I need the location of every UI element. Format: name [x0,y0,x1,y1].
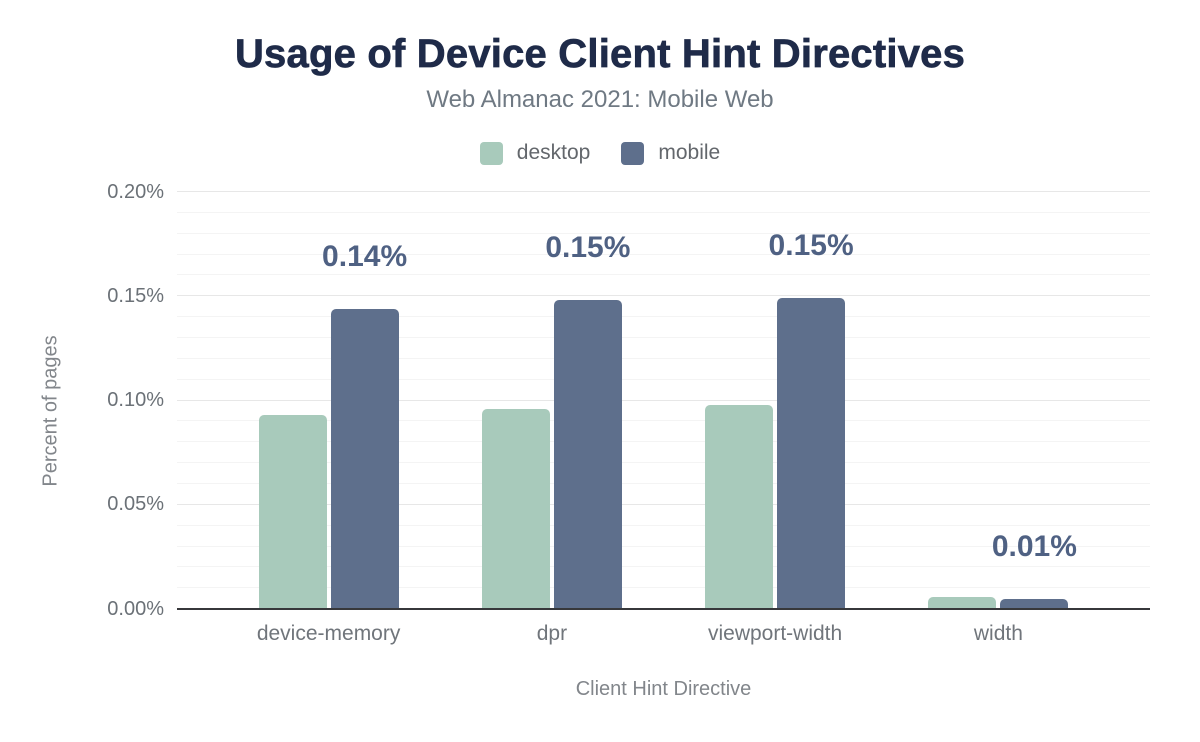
bar-desktop-device-memory [258,415,327,609]
y-axis-title: Percent of pages [39,335,62,487]
bar-mobile-viewport-width [777,298,846,609]
x-tick-label: dpr [536,622,568,645]
value-label: 0.15% [545,231,631,265]
minor-gridline [177,441,1150,443]
minor-gridline [177,316,1150,318]
y-tick-label: 0.05% [107,493,164,516]
major-gridline [177,503,1150,505]
bar-desktop-width [928,596,997,609]
bar-mobile-width [1000,598,1069,609]
minor-gridline [177,524,1150,526]
legend-item-mobile: mobile [621,141,720,165]
bar-mobile-device-memory [330,308,399,609]
minor-gridline [177,253,1150,255]
minor-gridline [177,587,1150,589]
minor-gridline [177,336,1150,338]
value-label: 0.01% [991,529,1077,563]
legend-swatch-mobile [621,141,645,165]
y-tick-label: 0.15% [107,284,164,307]
legend-item-desktop: desktop [479,141,591,165]
major-gridline [177,191,1150,192]
x-tick-label: viewport-width [707,622,843,645]
legend-label-mobile: mobile [658,141,721,164]
minor-gridline [177,482,1150,484]
minor-gridline [177,420,1150,422]
y-tick-label: 0.10% [107,389,164,411]
chart-subtitle: Web Almanac 2021: Mobile Web [426,86,774,113]
bar-mobile-dpr [553,300,622,609]
x-tick-label: device-memory [256,622,401,645]
minor-gridline [177,378,1150,380]
legend: desktop mobile [0,140,1200,166]
x-axis-title: Client Hint Directive [575,678,752,700]
legend-swatch-desktop [479,141,503,165]
minor-gridline [177,545,1150,547]
major-gridline [177,295,1150,297]
value-label: 0.15% [768,229,854,263]
chart-title: Usage of Device Client Hint Directives [234,32,966,77]
minor-gridline [177,462,1150,463]
minor-gridline [177,274,1150,276]
x-axis-line [177,608,1150,610]
plot-area: 0.00% 0.05% 0.10% 0.15% 0.20% 0.14% device-mem… [107,181,1150,645]
minor-gridline [177,357,1150,359]
value-label: 0.14% [322,239,408,273]
bar-desktop-dpr [481,408,550,609]
y-tick-label: 0.20% [107,180,164,203]
bar-desktop-viewport-width [705,404,774,609]
minor-gridline [177,566,1150,568]
x-tick-label: width [973,622,1023,645]
minor-gridline [177,211,1150,213]
legend-label-desktop: desktop [516,141,591,164]
y-tick-label: 0.00% [107,597,164,620]
major-gridline [177,399,1150,401]
minor-gridline [177,232,1150,234]
